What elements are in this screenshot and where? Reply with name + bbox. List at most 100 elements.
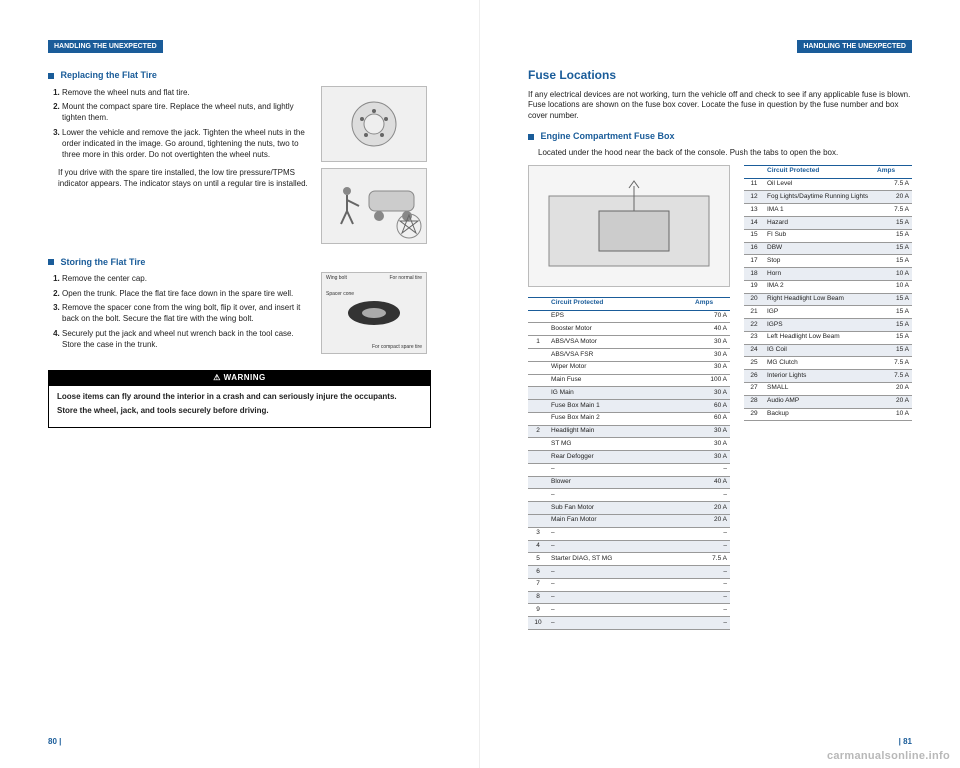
fuse-amps: – <box>692 527 730 540</box>
col-num <box>744 165 764 178</box>
table-row: 26Interior Lights7.5 A <box>744 370 912 383</box>
replacing-steps: Remove the wheel nuts and flat tire. Mou… <box>62 88 313 161</box>
fuse-number <box>528 387 548 400</box>
fuse-circuit: – <box>548 527 692 540</box>
wing-bolt-label: Wing bolt <box>326 275 347 282</box>
wheel-nuts-illustration <box>321 86 427 162</box>
col-circuit: Circuit Protected <box>548 297 692 310</box>
fuse-amps: 10 A <box>874 408 912 421</box>
fuse-number: 7 <box>528 578 548 591</box>
table-row: Fuse Box Main 260 A <box>528 412 730 425</box>
fuse-circuit: Booster Motor <box>548 323 692 336</box>
fuse-number <box>528 310 548 323</box>
fuse-number <box>528 374 548 387</box>
fuse-circuit: Hazard <box>764 217 874 230</box>
spare-tire-illustration: Wing bolt Spacer cone For normal tire Fo… <box>321 272 427 354</box>
table-row: 7–– <box>528 578 730 591</box>
fuse-amps: 30 A <box>692 336 730 349</box>
fuse-circuit: – <box>548 566 692 579</box>
fuse-circuit: Fuse Box Main 2 <box>548 412 692 425</box>
fuse-amps: 15 A <box>874 344 912 357</box>
warning-title: ⚠ WARNING <box>49 371 430 386</box>
table-row: Blower40 A <box>528 476 730 489</box>
table-row: ST MG30 A <box>528 438 730 451</box>
fuse-amps: 30 A <box>692 451 730 464</box>
table-row: 14Hazard15 A <box>744 217 912 230</box>
fuse-circuit: Rear Defogger <box>548 451 692 464</box>
fuse-circuit: Blower <box>548 476 692 489</box>
table-row: 3–– <box>528 527 730 540</box>
page-spread: HANDLING THE UNEXPECTED Replacing the Fl… <box>0 0 960 768</box>
left-table-col: Circuit Protected Amps EPS70 ABooster Mo… <box>528 165 730 630</box>
fuse-amps: 70 A <box>692 310 730 323</box>
tire-well-icon <box>344 293 404 333</box>
fuse-intro: If any electrical devices are not workin… <box>528 90 912 122</box>
table-row: EPS70 A <box>528 310 730 323</box>
fuse-circuit: Fuse Box Main 1 <box>548 400 692 413</box>
fuse-circuit: SMALL <box>764 382 874 395</box>
fuse-amps: 15 A <box>874 217 912 230</box>
fuse-number: 25 <box>744 357 764 370</box>
table-row: Booster Motor40 A <box>528 323 730 336</box>
table-row: 22IGPS15 A <box>744 319 912 332</box>
replacing-img-col <box>321 86 431 250</box>
table-row: 27SMALL20 A <box>744 382 912 395</box>
fuse-circuit: Starter DIAG, ST MG <box>548 553 692 566</box>
fuse-amps: 30 A <box>692 387 730 400</box>
fuse-circuit: Backup <box>764 408 874 421</box>
fuse-number: 21 <box>744 306 764 319</box>
tpms-note: If you drive with the spare tire install… <box>58 168 313 190</box>
fuse-number: 14 <box>744 217 764 230</box>
fuse-amps: 15 A <box>874 293 912 306</box>
step-item: Lower the vehicle and remove the jack. T… <box>62 128 313 160</box>
fuse-amps: 20 A <box>874 395 912 408</box>
fuse-table-1: Circuit Protected Amps EPS70 ABooster Mo… <box>528 297 730 630</box>
fuse-number: 1 <box>528 336 548 349</box>
fuse-amps: – <box>692 591 730 604</box>
fuse-circuit: – <box>548 591 692 604</box>
table-row: 18Horn10 A <box>744 268 912 281</box>
fuse-number: 12 <box>744 191 764 204</box>
fuse-number <box>528 489 548 502</box>
table-row: 2Headlight Main30 A <box>528 425 730 438</box>
right-page-number: | 81 <box>899 737 912 748</box>
fuse-number: 4 <box>528 540 548 553</box>
replacing-text-col: Remove the wheel nuts and flat tire. Mou… <box>48 86 313 250</box>
col-num <box>528 297 548 310</box>
table-row: 4–– <box>528 540 730 553</box>
fuse-circuit: Headlight Main <box>548 425 692 438</box>
fuse-number: 23 <box>744 331 764 344</box>
replacing-row: Remove the wheel nuts and flat tire. Mou… <box>48 86 431 250</box>
warning-box: ⚠ WARNING Loose items can fly around the… <box>48 370 431 428</box>
table-row: 12Fog Lights/Daytime Running Lights20 A <box>744 191 912 204</box>
table-row: 25MG Clutch7.5 A <box>744 357 912 370</box>
fuse-number: 26 <box>744 370 764 383</box>
left-page-number: 80 | <box>48 737 61 748</box>
fuse-circuit: Fog Lights/Daytime Running Lights <box>764 191 874 204</box>
fuse-amps: 15 A <box>874 242 912 255</box>
step-item: Remove the spacer cone from the wing bol… <box>62 303 313 325</box>
fuse-circuit: Wiper Motor <box>548 361 692 374</box>
table-row: Sub Fan Motor20 A <box>528 502 730 515</box>
table-row: 10–– <box>528 617 730 630</box>
fuse-number: 28 <box>744 395 764 408</box>
fuse-circuit: – <box>548 604 692 617</box>
step-item: Open the trunk. Place the flat tire face… <box>62 289 313 300</box>
fuse-amps: 15 A <box>874 319 912 332</box>
step-item: Securely put the jack and wheel nut wren… <box>62 329 313 351</box>
table-row: 13IMA 17.5 A <box>744 204 912 217</box>
fuse-amps: 15 A <box>874 255 912 268</box>
fuse-number <box>528 502 548 515</box>
warning-triangle-icon: ⚠ <box>213 373 221 382</box>
fuse-number: 15 <box>744 229 764 242</box>
fuse-circuit: Left Headlight Low Beam <box>764 331 874 344</box>
fuse-amps: 7.5 A <box>874 357 912 370</box>
left-page: HANDLING THE UNEXPECTED Replacing the Fl… <box>0 0 480 768</box>
fuse-amps: – <box>692 617 730 630</box>
fuse-number <box>528 400 548 413</box>
fuse-number <box>528 438 548 451</box>
jack-illustration <box>321 168 427 244</box>
fuse-number: 9 <box>528 604 548 617</box>
fuse-circuit: IG Coil <box>764 344 874 357</box>
table-row: Main Fuse100 A <box>528 374 730 387</box>
